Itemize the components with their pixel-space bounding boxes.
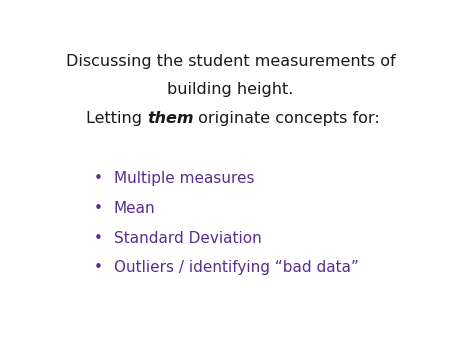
Text: Letting: Letting <box>86 111 147 126</box>
Text: •: • <box>94 231 103 245</box>
Text: Outliers / identifying “bad data”: Outliers / identifying “bad data” <box>114 261 359 275</box>
Text: them: them <box>147 111 194 126</box>
Text: •: • <box>94 171 103 186</box>
Text: Mean: Mean <box>114 201 155 216</box>
Text: Multiple measures: Multiple measures <box>114 171 254 186</box>
Text: Discussing the student measurements of: Discussing the student measurements of <box>66 54 396 69</box>
Text: •: • <box>94 261 103 275</box>
Text: originate concepts for:: originate concepts for: <box>194 111 380 126</box>
Text: •: • <box>94 201 103 216</box>
Text: building height.: building height. <box>167 82 294 97</box>
Text: Standard Deviation: Standard Deviation <box>114 231 261 245</box>
